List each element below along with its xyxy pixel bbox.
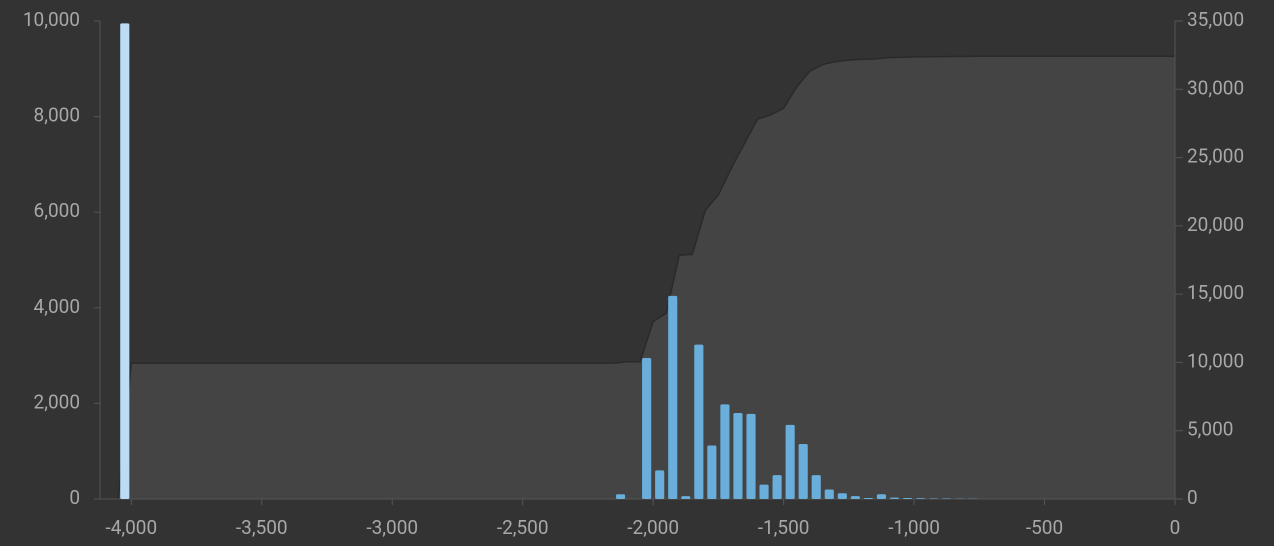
x-tick-label: -1,000	[888, 516, 940, 539]
bar	[785, 424, 795, 499]
bar	[694, 344, 704, 499]
bar	[668, 295, 678, 499]
bar	[798, 444, 808, 499]
y-tick-label: 10,000	[23, 8, 80, 31]
x-tick-label: -500	[1026, 516, 1063, 539]
bar	[824, 489, 834, 499]
x-tick-label: -3,000	[366, 516, 418, 539]
x-tick-label: -2,000	[627, 516, 679, 539]
bar	[837, 493, 847, 499]
y2-tick-label: 25,000	[1187, 145, 1244, 168]
bar	[655, 470, 665, 499]
bar	[746, 413, 756, 499]
x-tick-label: -3,500	[236, 516, 288, 539]
y-tick-label: 4,000	[34, 295, 80, 318]
bar	[642, 357, 652, 499]
x-tick-label: 0	[1170, 516, 1181, 539]
x-tick-label: -1,500	[758, 516, 810, 539]
bar	[889, 497, 900, 499]
bar	[615, 494, 626, 499]
bar	[759, 484, 769, 499]
y-tick-label: 0	[69, 486, 80, 509]
x-tick-label: -4,000	[105, 516, 157, 539]
bar	[902, 498, 913, 499]
bar	[681, 496, 691, 499]
y-tick-label: 8,000	[34, 104, 80, 127]
bar	[707, 445, 717, 499]
bar	[863, 498, 873, 499]
y2-tick-label: 5,000	[1187, 418, 1233, 441]
y-tick-label: 2,000	[34, 390, 80, 413]
y-tick-label: 6,000	[34, 199, 80, 222]
cumulative-area	[100, 56, 1175, 500]
y2-tick-label: 15,000	[1187, 281, 1244, 304]
bar	[916, 498, 926, 499]
bar	[720, 404, 730, 499]
bar	[772, 475, 782, 499]
y2-tick-label: 0	[1187, 486, 1198, 509]
y2-tick-label: 20,000	[1187, 213, 1244, 236]
x-tick-label: -2,500	[497, 516, 549, 539]
bar	[811, 475, 821, 499]
cumulative-line	[100, 55, 1175, 500]
y2-tick-label: 35,000	[1187, 8, 1244, 31]
bar	[876, 494, 887, 499]
y2-tick-label: 30,000	[1187, 76, 1244, 99]
bar	[120, 23, 130, 499]
y2-tick-label: 10,000	[1187, 349, 1244, 372]
bar	[733, 412, 743, 499]
bar	[850, 496, 860, 499]
